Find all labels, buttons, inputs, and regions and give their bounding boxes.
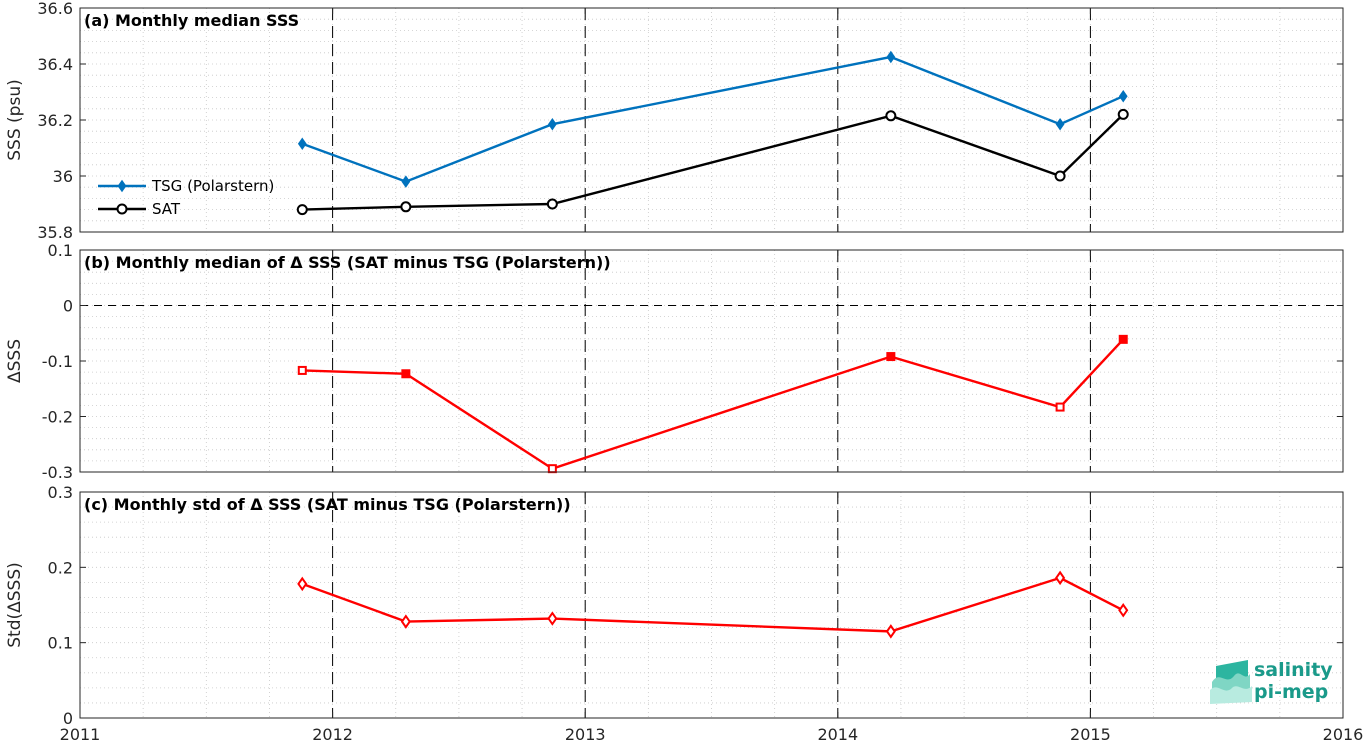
y-tick-label: 0 xyxy=(63,709,73,728)
data-point xyxy=(1055,570,1066,586)
panel-a: 35.8 36 36.2 36.4 36.6 SSS (psu) (a) Monthly m… xyxy=(5,0,1344,242)
data-point xyxy=(401,175,411,188)
data-point xyxy=(885,624,896,639)
y-tick-label: 0.3 xyxy=(48,483,73,502)
salinity-pi-mep-logo: salinity pi-mep xyxy=(1210,659,1333,704)
x-tick-label: 2014 xyxy=(817,725,858,744)
x-tick-label: 2012 xyxy=(312,725,353,744)
data-point xyxy=(886,50,896,64)
y-tick-label: 36.6 xyxy=(37,0,73,18)
series-line xyxy=(297,50,1128,188)
y-tick-label: 0.1 xyxy=(48,634,73,653)
series-path xyxy=(301,55,1124,183)
x-tick-label: 2016 xyxy=(1323,725,1364,744)
series-path xyxy=(302,113,1125,211)
y-tick-label: 35.8 xyxy=(37,223,73,242)
y-tick-label: 36 xyxy=(53,167,73,186)
data-point xyxy=(886,352,896,362)
panel-c: 0 0.1 0.2 0.3 2011 2012 2013 2014 2015 2016 Std(ΔS… xyxy=(5,483,1363,744)
series-line xyxy=(296,108,1129,216)
y-axis-label: Std(ΔSSS) xyxy=(5,562,25,648)
legend-marker xyxy=(117,179,127,193)
data-point xyxy=(1117,108,1129,120)
y-tick-label: 0.1 xyxy=(48,241,73,260)
data-point xyxy=(297,576,308,592)
data-point xyxy=(885,110,897,122)
data-point xyxy=(1055,402,1065,412)
legend-marker xyxy=(116,203,128,215)
x-tick-label: 2011 xyxy=(60,725,101,744)
y-tick-label: 0 xyxy=(63,297,73,316)
series-path xyxy=(301,576,1124,633)
data-point xyxy=(400,201,412,213)
data-point xyxy=(547,611,558,626)
data-point xyxy=(297,137,307,151)
panel-b: -0.3 -0.2 -0.1 0 0.1 ΔSSS (b) Monthly median o… xyxy=(5,241,1344,482)
data-point xyxy=(401,369,411,379)
series-line xyxy=(297,570,1129,639)
y-tick-label: 36.2 xyxy=(37,111,73,130)
data-point xyxy=(296,204,308,216)
data-point xyxy=(1055,117,1065,131)
data-point xyxy=(1118,334,1128,344)
panel-title: (c) Monthly std of Δ SSS (SAT minus TSG … xyxy=(84,495,571,514)
series-path xyxy=(302,338,1125,471)
y-tick-label: -0.3 xyxy=(42,463,73,482)
logo-line1: salinity xyxy=(1254,659,1333,681)
y-axis-label: SSS (psu) xyxy=(5,79,25,160)
legend-label: SAT xyxy=(152,200,181,218)
data-point xyxy=(1118,89,1128,103)
y-axis-label: ΔSSS xyxy=(5,339,25,383)
data-point xyxy=(400,614,411,629)
legend: TSG (Polarstern) SAT xyxy=(98,177,274,218)
data-point xyxy=(1118,603,1129,618)
series-line xyxy=(297,334,1128,474)
y-tick-label: -0.1 xyxy=(42,352,73,371)
x-tick-label: 2015 xyxy=(1070,725,1111,744)
data-point xyxy=(547,464,557,474)
panel-title: (a) Monthly median SSS xyxy=(84,11,299,30)
logo-line2: pi-mep xyxy=(1254,681,1328,703)
data-point xyxy=(297,365,307,375)
axes-frame xyxy=(79,491,1344,719)
data-point xyxy=(547,117,557,131)
x-tick-label: 2013 xyxy=(565,725,606,744)
y-tick-label: 0.2 xyxy=(48,558,73,577)
data-point xyxy=(1054,170,1066,182)
panel-title: (b) Monthly median of Δ SSS (SAT minus T… xyxy=(84,253,611,272)
legend-label: TSG (Polarstern) xyxy=(151,177,274,195)
y-tick-label: -0.2 xyxy=(42,408,73,427)
y-tick-label: 36.4 xyxy=(37,55,73,74)
logo-graphic-icon xyxy=(1210,660,1252,704)
data-point xyxy=(546,198,558,210)
